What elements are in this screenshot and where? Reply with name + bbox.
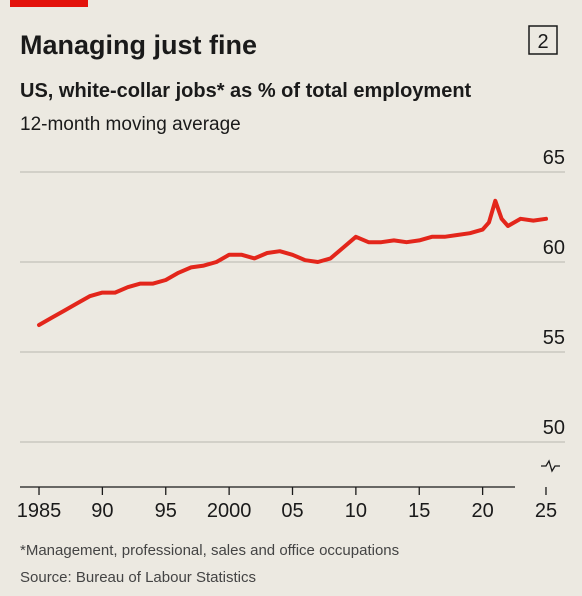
red-tag — [10, 0, 88, 7]
x-tick-label: 10 — [345, 500, 367, 522]
x-tick-label: 1985 — [17, 500, 62, 522]
x-tick-label: 2000 — [207, 500, 252, 522]
axis-break — [541, 459, 560, 473]
x-tick-label: 05 — [281, 500, 303, 522]
x-tick-label: 15 — [408, 500, 430, 522]
source: Source: Bureau of Labour Statistics — [20, 569, 256, 586]
badge-box — [528, 25, 558, 55]
x-tick-label: 25 — [535, 500, 557, 522]
data-line — [37, 198, 548, 327]
y-tick-label: 60 — [543, 237, 565, 259]
badge: 2 — [537, 31, 548, 53]
chart-title: Managing just fine — [20, 30, 257, 60]
subtitle: US, white-collar jobs* as % of total emp… — [20, 80, 472, 102]
y-tick-label: 55 — [543, 327, 565, 349]
note: 12-month moving average — [20, 114, 241, 135]
footnote: *Management, professional, sales and off… — [20, 542, 399, 559]
x-tick-label: 20 — [471, 500, 493, 522]
x-tick-label: 90 — [91, 500, 113, 522]
x-tick-label: 95 — [155, 500, 177, 522]
y-tick-label: 50 — [543, 417, 565, 439]
y-tick-label: 65 — [543, 147, 565, 169]
